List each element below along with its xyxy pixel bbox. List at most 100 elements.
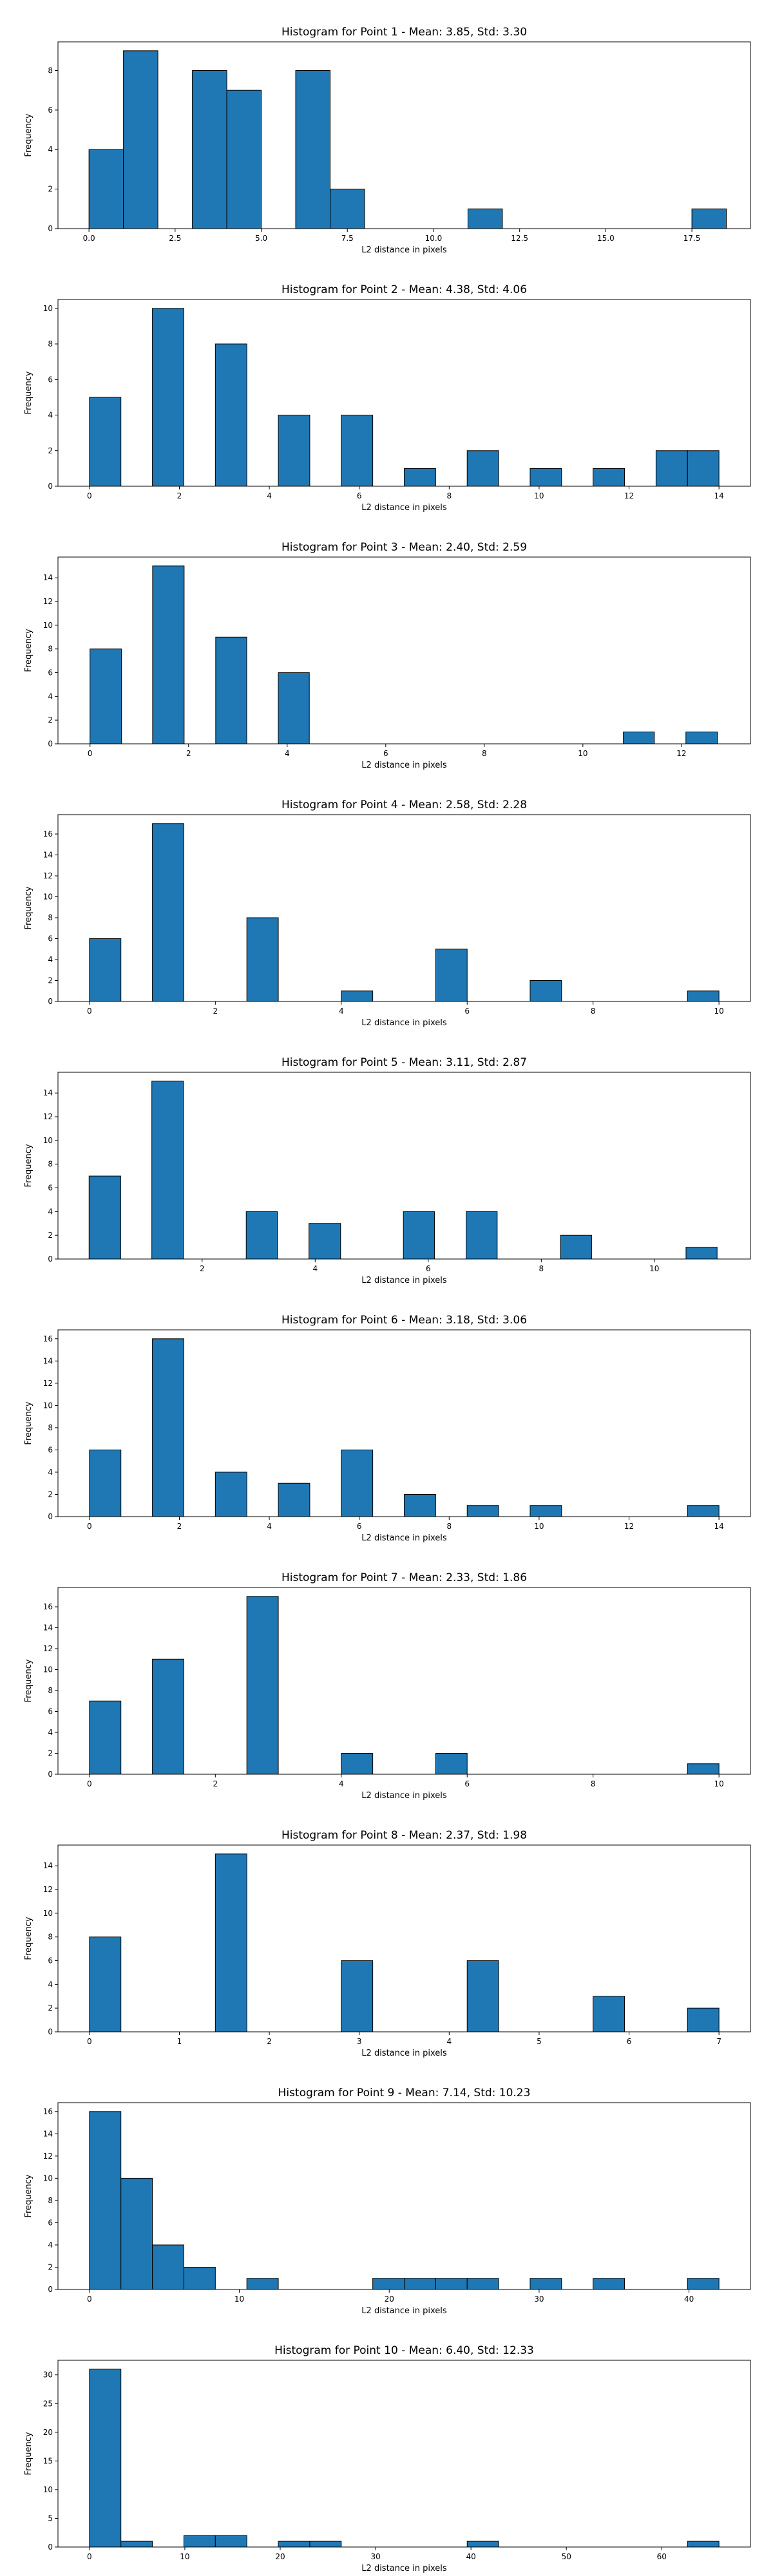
y-tick-label: 12	[43, 1112, 53, 1121]
axes-frame	[57, 2360, 751, 2548]
histogram-bar	[183, 2266, 216, 2290]
axes-frame	[57, 1329, 751, 1517]
x-tick-label: 12	[676, 749, 686, 758]
y-tick-label: 6	[48, 1707, 53, 1716]
x-axis-label: L2 distance in pixels	[361, 761, 447, 770]
x-tick-label: 4	[312, 1264, 318, 1273]
histogram-bar	[215, 1853, 247, 2032]
histogram-bar	[593, 2278, 625, 2290]
histogram-panel-2: 0 2 4 6 8 10 12 14 0 2 4 6 8 10 Histogram for Point 2 …	[0, 258, 773, 515]
x-tick-label: 6	[464, 1007, 470, 1016]
y-tick-label: 10	[43, 2485, 53, 2494]
y-tick-label: 4	[48, 1980, 53, 1989]
y-tick-label: 10	[43, 893, 53, 902]
histogram-bar	[278, 672, 310, 744]
axes-frame	[57, 1072, 751, 1260]
x-tick-label: 12	[624, 491, 634, 500]
y-tick-label: 0	[48, 1512, 53, 1521]
histogram-bar	[623, 732, 655, 744]
histogram-bar	[309, 2541, 342, 2548]
histogram-bar	[404, 2278, 436, 2290]
x-tick-label: 17.5	[683, 234, 701, 243]
histogram-bar	[192, 70, 227, 229]
histogram-svg: 0 2 4 6 8 10 0 2 4 6 8 10 12 14 16 Histogram for Point …	[24, 1571, 751, 1801]
histogram-bar	[151, 1081, 184, 1260]
x-tick-label: 0	[88, 749, 93, 758]
y-tick-label: 0	[48, 224, 53, 233]
histogram-bar	[404, 1493, 436, 1517]
histogram-svg: 0 2 4 6 8 10 12 14 0 2 4 6 8 10 12 14 16 Histogram for Po…	[24, 1314, 751, 1543]
histogram-bar	[89, 2369, 122, 2548]
y-tick-label: 2	[48, 2262, 53, 2271]
y-tick-label: 8	[48, 913, 53, 922]
histogram-bar	[278, 415, 310, 487]
histogram-bar	[466, 1505, 499, 1517]
y-tick-label: 12	[43, 871, 53, 880]
x-tick-label: 3	[357, 2037, 362, 2046]
histogram-bar	[278, 2541, 310, 2548]
histogram-bar	[152, 565, 185, 744]
y-tick-label: 6	[48, 2218, 53, 2227]
x-tick-label: 4	[339, 1007, 344, 1016]
y-tick-label: 10	[43, 304, 53, 313]
histogram-svg: 0 10 20 30 40 0 2 4 6 8 10 12 14 16 Histogram for Poin…	[24, 2087, 751, 2316]
histogram-bar	[89, 938, 122, 1002]
y-axis-label: Frequency	[24, 371, 33, 414]
y-tick-label: 6	[48, 1445, 53, 1454]
y-tick-label: 6	[48, 1184, 53, 1193]
histogram-bar	[278, 1482, 310, 1517]
x-tick-label: 10	[534, 491, 544, 500]
y-tick-label: 10	[43, 621, 53, 630]
y-tick-label: 4	[48, 692, 53, 701]
axes-frame	[57, 1844, 751, 2032]
histogram-bar	[466, 450, 499, 487]
y-tick-label: 8	[48, 1686, 53, 1695]
histogram-svg: 0 2 4 6 8 10 12 14 0 2 4 6 8 10 Histogram for Point 2 …	[24, 283, 751, 513]
x-tick-label: 10	[649, 1264, 659, 1273]
y-tick-label: 6	[48, 668, 53, 677]
y-tick-label: 0	[48, 2285, 53, 2294]
x-axis-label: L2 distance in pixels	[361, 503, 447, 513]
x-tick-label: 12	[624, 1522, 634, 1531]
histogram-bar	[403, 1211, 435, 1260]
y-tick-label: 4	[48, 411, 53, 420]
x-tick-label: 0	[87, 1007, 92, 1016]
y-tick-label: 4	[48, 1728, 53, 1737]
y-tick-label: 2	[48, 1490, 53, 1499]
histogram-bar	[687, 2278, 720, 2290]
x-tick-label: 6	[383, 749, 388, 758]
y-tick-label: 14	[43, 851, 53, 860]
histogram-bar	[341, 1960, 374, 2032]
histogram-bar	[123, 50, 158, 229]
histogram-bar	[152, 1338, 184, 1517]
chart-title: Histogram for Point 1 - Mean: 3.85, Std:…	[282, 26, 527, 39]
chart-title: Histogram for Point 8 - Mean: 2.37, Std:…	[282, 1829, 527, 1842]
y-tick-label: 16	[43, 1334, 53, 1343]
histogram-bar	[152, 308, 184, 487]
histogram-bar	[341, 415, 374, 487]
x-tick-label: 5.0	[255, 234, 267, 243]
histogram-bar	[467, 208, 503, 229]
y-tick-label: 16	[43, 2107, 53, 2116]
x-tick-label: 6	[426, 1264, 431, 1273]
y-tick-label: 4	[48, 1468, 53, 1477]
x-tick-label: 0	[87, 491, 92, 500]
x-tick-label: 4	[339, 1779, 344, 1788]
histogram-bar	[226, 90, 262, 229]
histogram-bar	[687, 2541, 720, 2548]
histogram-bar	[152, 1658, 184, 1775]
y-tick-label: 16	[43, 1602, 53, 1611]
y-axis-label: Frequency	[24, 629, 33, 672]
histogram-bar	[435, 2278, 468, 2290]
histogram-bar	[89, 1700, 122, 1775]
axes-frame	[57, 1587, 751, 1775]
x-tick-label: 8	[446, 1522, 452, 1531]
histogram-bar	[152, 2244, 184, 2290]
histogram-bar	[560, 1235, 592, 1260]
histogram-bar	[89, 1449, 122, 1517]
histogram-bar	[593, 468, 625, 487]
x-tick-label: 8	[446, 491, 452, 500]
y-tick-label: 10	[43, 1909, 53, 1918]
histogram-bar	[530, 2278, 562, 2290]
x-tick-label: 8	[591, 1007, 596, 1016]
